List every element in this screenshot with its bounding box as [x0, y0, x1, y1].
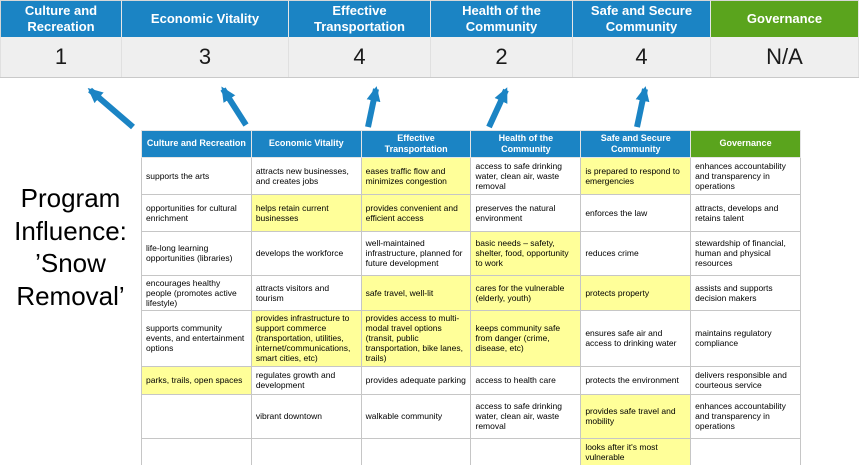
- matrix-cell: delivers responsible and courteous servi…: [690, 365, 801, 395]
- matrix-column-header: Economic Vitality: [250, 130, 362, 158]
- summary-header: Culture and Recreation Economic Vitality…: [0, 0, 859, 37]
- matrix-cell: safe travel, well-lit: [360, 274, 472, 311]
- score-governance: N/A: [711, 37, 859, 77]
- matrix-cell: develops the workforce: [250, 230, 362, 276]
- summary-header-effective-transportation: Effective Transportation: [289, 0, 431, 37]
- matrix-cell: provides adequate parking: [360, 365, 472, 395]
- matrix-cell: enhances accountability and transparency…: [690, 393, 801, 439]
- matrix-cell: assists and supports decision makers: [690, 274, 801, 311]
- matrix-cell: attracts visitors and tourism: [250, 274, 362, 311]
- matrix-cell: stewardship of financial, human and phys…: [690, 230, 801, 276]
- matrix-cell: parks, trails, open spaces: [141, 365, 252, 395]
- matrix-cell: preserves the natural environment: [470, 193, 582, 232]
- matrix-cell: supports community events, and entertain…: [141, 309, 252, 367]
- matrix-row: supports community events, and entertain…: [141, 309, 801, 367]
- matrix-row: opportunities for cultural enrichment hel…: [141, 193, 801, 232]
- matrix-column-header: Effective Transportation: [360, 130, 472, 158]
- matrix-cell: [360, 437, 472, 465]
- matrix-cell: cares for the vulnerable (elderly, youth…: [470, 274, 582, 311]
- matrix-cell: is prepared to respond to emergencies: [580, 156, 692, 195]
- matrix-cell: opportunities for cultural enrichment: [141, 193, 252, 232]
- score-row: 1 3 4 2 4 N/A: [0, 37, 859, 78]
- matrix-cell: reduces crime: [580, 230, 692, 276]
- influence-arrows: [87, 86, 650, 130]
- matrix-body: supports the arts attracts new businesses…: [141, 156, 801, 465]
- matrix-column-header: Culture and Recreation: [141, 130, 252, 158]
- matrix-cell: [690, 437, 801, 465]
- matrix-cell: enforces the law: [580, 193, 692, 232]
- matrix-cell: encourages healthy people (promotes acti…: [141, 274, 252, 311]
- matrix-cell: eases traffic flow and minimizes congest…: [360, 156, 472, 195]
- matrix-cell: basic needs – safety, shelter, food, opp…: [470, 230, 582, 276]
- matrix-cell: provides convenient and efficient access: [360, 193, 472, 232]
- matrix-cell: [141, 437, 252, 465]
- influence-arrow: [365, 86, 381, 128]
- matrix-cell: maintains regulatory compliance: [690, 309, 801, 367]
- matrix-cell: life-long learning opportunities (librar…: [141, 230, 252, 276]
- matrix-cell: provides safe travel and mobility: [580, 393, 692, 439]
- score-culture-and-recreation: 1: [0, 37, 122, 77]
- score-effective-transportation: 4: [289, 37, 431, 77]
- influence-arrow: [220, 86, 249, 127]
- matrix-cell: protects property: [580, 274, 692, 311]
- score-safe-and-secure-community: 4: [573, 37, 711, 77]
- matrix-cell: walkable community: [360, 393, 472, 439]
- summary-header-culture-and-recreation: Culture and Recreation: [0, 0, 122, 37]
- matrix-row: looks after it's most vulnerable: [141, 437, 801, 465]
- matrix-cell: helps retain current businesses: [250, 193, 362, 232]
- matrix-cell: keeps community safe from danger (crime,…: [470, 309, 582, 367]
- summary-header-health-of-the-community: Health of the Community: [431, 0, 573, 37]
- summary-header-governance: Governance: [711, 0, 859, 37]
- summary-header-economic-vitality: Economic Vitality: [122, 0, 289, 37]
- matrix-cell: looks after it's most vulnerable: [580, 437, 692, 465]
- matrix-cell: attracts, develops and retains talent: [690, 193, 801, 232]
- matrix-column-header: Health of the Community: [470, 130, 582, 158]
- matrix-row: parks, trails, open spaces regulates grow…: [141, 365, 801, 395]
- influence-arrow: [87, 87, 135, 130]
- matrix-cell: provides infrastructure to support comme…: [250, 309, 362, 367]
- matrix-row: vibrant downtown walkable community access…: [141, 393, 801, 439]
- matrix-cell: [141, 393, 252, 439]
- matrix-cell: [470, 437, 582, 465]
- matrix-column-header: Safe and Secure Community: [580, 130, 692, 158]
- matrix-row: supports the arts attracts new businesses…: [141, 156, 801, 195]
- matrix-row: life-long learning opportunities (librar…: [141, 230, 801, 276]
- score-economic-vitality: 3: [122, 37, 289, 77]
- matrix-cell: ensures safe air and access to drinking …: [580, 309, 692, 367]
- matrix-cell: attracts new businesses, and creates job…: [250, 156, 362, 195]
- matrix-cell: enhances accountability and transparency…: [690, 156, 801, 195]
- matrix-cell: regulates growth and development: [250, 365, 362, 395]
- matrix-header-row: Culture and Recreation Economic Vitality E…: [141, 130, 801, 158]
- matrix-cell: well-maintained infrastructure, planned …: [360, 230, 472, 276]
- influence-arrow: [486, 87, 509, 129]
- influence-matrix: Culture and Recreation Economic Vitality E…: [141, 130, 801, 465]
- matrix-cell: access to safe drinking water, clean air…: [470, 393, 582, 439]
- matrix-row: encourages healthy people (promotes acti…: [141, 274, 801, 311]
- influence-arrow: [634, 86, 650, 128]
- summary-header-safe-and-secure-community: Safe and Secure Community: [573, 0, 711, 37]
- matrix-cell: access to health care: [470, 365, 582, 395]
- matrix-cell: supports the arts: [141, 156, 252, 195]
- matrix-column-header: Governance: [690, 130, 801, 158]
- matrix-cell: access to safe drinking water, clean air…: [470, 156, 582, 195]
- program-influence-title: Program Influence: ’Snow Removal’: [14, 183, 127, 311]
- matrix-cell: provides access to multi-modal travel op…: [360, 309, 472, 367]
- matrix-cell: vibrant downtown: [250, 393, 362, 439]
- matrix-cell: [250, 437, 362, 465]
- matrix-cell: protects the environment: [580, 365, 692, 395]
- score-health-of-the-community: 2: [431, 37, 573, 77]
